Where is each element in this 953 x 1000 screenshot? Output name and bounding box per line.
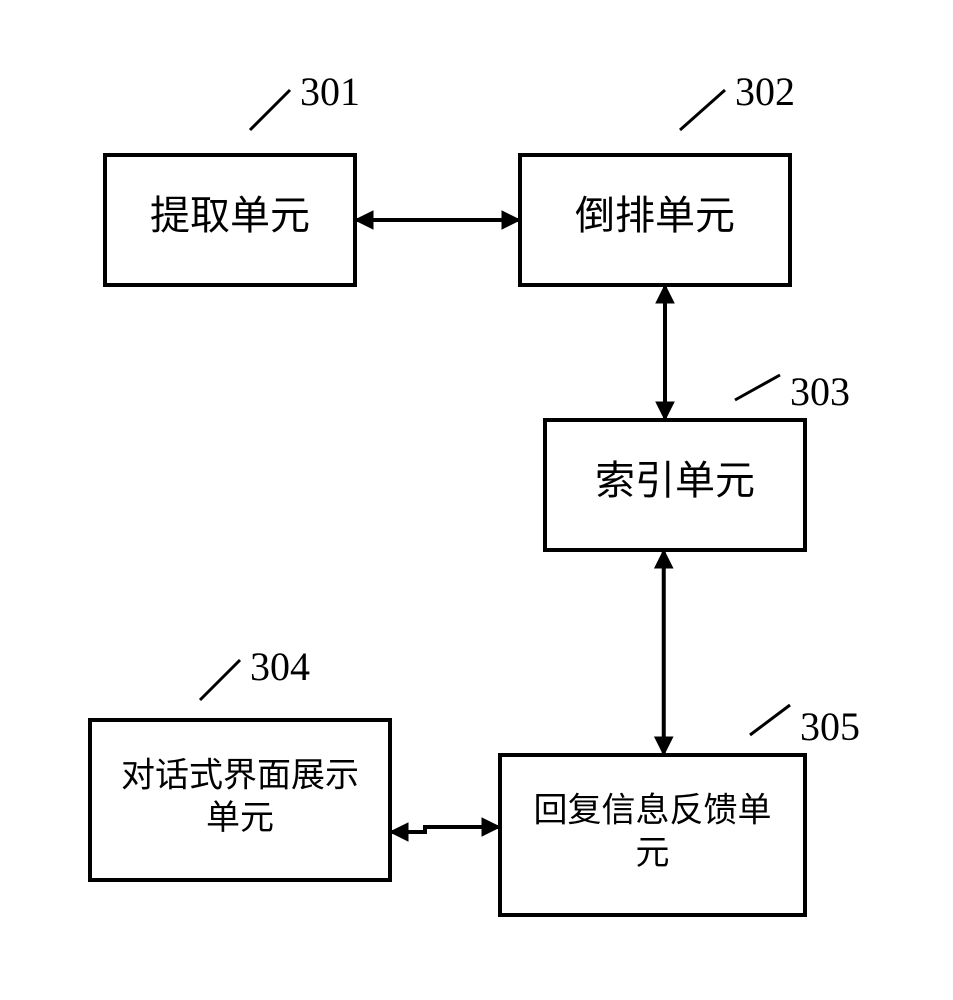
node-label: 倒排单元	[575, 193, 735, 238]
nodes-layer: 提取单元 301 倒排单元 302 索引单元 303 对话式界面展示单元 304 回复信息反馈单…	[90, 69, 860, 915]
node-number: 303	[790, 369, 850, 414]
leader-tick	[250, 90, 290, 130]
leader-tick	[750, 705, 790, 735]
node-label: 对话式界面展示	[121, 757, 359, 795]
node-label: 索引单元	[595, 458, 755, 503]
arrowhead	[355, 211, 373, 229]
arrowhead	[655, 550, 673, 568]
node-number: 302	[735, 69, 795, 114]
leader-tick	[680, 90, 725, 130]
leader-tick	[200, 660, 240, 700]
leader-tick	[735, 375, 780, 400]
arrowhead	[502, 211, 520, 229]
arrowhead	[656, 285, 674, 303]
arrowhead	[656, 402, 674, 420]
node-label: 单元	[206, 800, 274, 837]
node-number: 301	[300, 69, 360, 114]
arrowhead	[655, 737, 673, 755]
node-n301: 提取单元 301	[105, 69, 360, 285]
node-label: 回复信息反馈单	[534, 792, 772, 830]
node-number: 304	[250, 644, 310, 689]
node-n302: 倒排单元 302	[520, 69, 795, 285]
node-number: 305	[800, 704, 860, 749]
node-n304: 对话式界面展示单元 304	[90, 644, 390, 880]
node-label: 提取单元	[150, 193, 310, 238]
node-n303: 索引单元 303	[545, 369, 850, 550]
node-label: 元	[636, 835, 670, 872]
node-n305: 回复信息反馈单元 305	[500, 704, 860, 915]
arrowhead	[390, 823, 408, 841]
arrowhead	[482, 818, 500, 836]
